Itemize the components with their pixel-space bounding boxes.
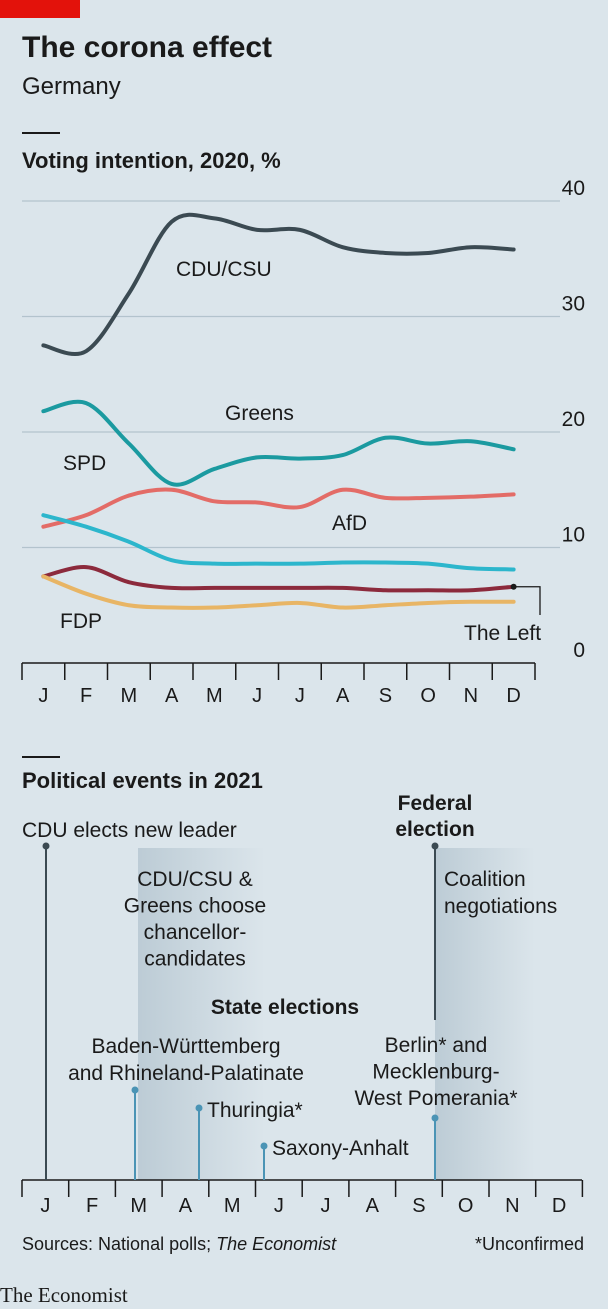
event-dot xyxy=(195,1104,203,1112)
x-tick-label: J xyxy=(321,1195,331,1217)
series-line xyxy=(41,399,516,487)
panel-title: Political events in 2021 xyxy=(22,768,263,793)
x-tick-label: J xyxy=(274,1195,284,1217)
y-tick-label: 40 xyxy=(562,177,585,200)
event-label: negotiations xyxy=(444,895,557,918)
event-label: election xyxy=(395,818,474,841)
subtitle: Germany xyxy=(22,73,121,100)
brand-bar xyxy=(0,0,80,18)
title: The corona effect xyxy=(22,31,272,64)
x-tick-label: O xyxy=(458,1195,474,1217)
brand: The Economist xyxy=(0,1283,128,1307)
series-line xyxy=(41,574,516,610)
timeline: J F M A M J J A S O N D CDU elects new leader Federal… xyxy=(21,792,584,1217)
event-label: CDU elects new leader xyxy=(22,819,237,842)
event-label: chancellor- xyxy=(144,921,247,944)
x-tick-label: A xyxy=(179,1195,193,1217)
event-label: Thuringia* xyxy=(207,1099,303,1122)
event-label: West Pomerania* xyxy=(354,1087,517,1110)
event-label: State elections xyxy=(211,996,359,1019)
event-label: Berlin* and xyxy=(385,1034,488,1057)
sources-italic: The Economist xyxy=(216,1234,337,1254)
event-label: Federal xyxy=(398,792,473,815)
y-tick-label: 20 xyxy=(562,408,585,431)
event-label: candidates xyxy=(144,948,246,971)
y-tick-label: 30 xyxy=(562,293,585,316)
line-chart: 0 10 20 30 40 J F M A M J J A S O N D CDU/CSU Greens SPD AfD… xyxy=(21,177,585,707)
event-label: Coalition xyxy=(444,868,526,891)
x-tick-label: D xyxy=(552,1195,566,1217)
series-line xyxy=(41,513,516,572)
series-line xyxy=(41,212,516,357)
x-tick-label: A xyxy=(336,685,350,707)
series-label: FDP xyxy=(60,610,102,633)
series-label: Greens xyxy=(225,402,294,425)
event-label: Mecklenburg- xyxy=(372,1061,499,1084)
x-tick-label: N xyxy=(464,685,478,707)
x-tick-label: M xyxy=(130,1195,147,1217)
x-tick-label: M xyxy=(121,685,138,707)
y-tick-label: 0 xyxy=(573,639,585,662)
event-label: Saxony-Anhalt xyxy=(272,1137,409,1160)
x-tick-label: S xyxy=(412,1195,425,1217)
x-tick-label: D xyxy=(506,685,520,707)
event-label: CDU/CSU & xyxy=(137,868,253,891)
x-tick-label: S xyxy=(379,685,392,707)
event-dot xyxy=(260,1142,268,1150)
x-tick-label: F xyxy=(80,685,92,707)
chart-title: Voting intention, 2020, % xyxy=(22,148,281,173)
x-tick-label: J xyxy=(40,1195,50,1217)
x-tick-label: M xyxy=(224,1195,241,1217)
note: *Unconfirmed xyxy=(475,1234,584,1254)
x-tick-label: M xyxy=(206,685,223,707)
event-label: Baden-Württemberg xyxy=(91,1035,280,1058)
x-tick-label: A xyxy=(366,1195,380,1217)
event-dot xyxy=(431,842,439,850)
x-tick-label: J xyxy=(295,685,305,707)
y-tick-label: 10 xyxy=(562,524,585,547)
series-line xyxy=(41,487,516,529)
x-tick-label: J xyxy=(38,685,48,707)
x-tick-label: F xyxy=(86,1195,98,1217)
event-dot xyxy=(431,1114,439,1122)
event-dot xyxy=(131,1086,139,1094)
shade xyxy=(435,848,535,1180)
event-label: Greens choose xyxy=(124,895,266,918)
series-label: CDU/CSU xyxy=(176,258,272,281)
shade xyxy=(138,848,265,1180)
x-tick-label: O xyxy=(420,685,436,707)
series-label: The Left xyxy=(464,622,541,645)
x-tick-label: J xyxy=(252,685,262,707)
sources-text: Sources: National polls; xyxy=(22,1234,216,1254)
series-label: AfD xyxy=(332,512,367,535)
sources: Sources: National polls; The Economist xyxy=(22,1234,337,1254)
connector xyxy=(513,586,541,615)
x-tick-label: N xyxy=(505,1195,519,1217)
series-line xyxy=(41,565,516,593)
x-tick-label: A xyxy=(165,685,179,707)
series-label: SPD xyxy=(63,452,106,475)
event-dot xyxy=(42,842,50,850)
end-dot xyxy=(510,583,517,590)
event-label: and Rhineland-Palatinate xyxy=(68,1062,304,1085)
